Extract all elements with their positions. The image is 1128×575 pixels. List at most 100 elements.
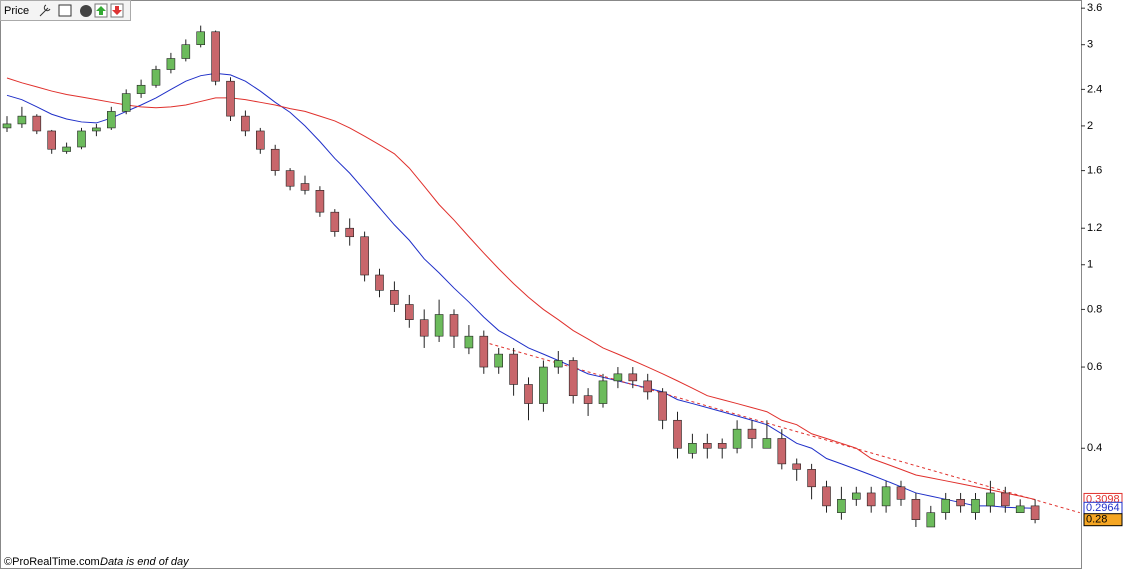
candle-body [32, 115, 42, 132]
candle [77, 127, 86, 150]
candle-body [181, 44, 191, 59]
moving-average [6, 77, 1036, 500]
candle-body [2, 123, 12, 129]
candle [881, 480, 891, 513]
candle-body [1000, 492, 1010, 507]
candle [747, 420, 757, 449]
candle-body [345, 227, 355, 238]
candle-body [688, 443, 697, 454]
candle [1030, 499, 1040, 524]
candle-body [896, 486, 906, 500]
y-tick-label: 3 [1087, 39, 1093, 51]
candle-body [270, 148, 280, 171]
candle [911, 492, 921, 527]
candle-body [449, 314, 459, 337]
candle [926, 505, 936, 528]
candle [136, 79, 146, 98]
candle [449, 309, 459, 348]
window-icon[interactable] [58, 4, 72, 17]
candle-body [911, 499, 921, 520]
y-tick-label: 0.8 [1087, 303, 1102, 315]
candle-body [360, 236, 369, 276]
candle [717, 438, 727, 459]
candle-body [47, 130, 57, 150]
candle-body [166, 58, 176, 70]
toolbar: Price [0, 0, 131, 21]
candle [673, 411, 682, 459]
candle [92, 123, 101, 137]
candle [2, 116, 12, 133]
candle-body [1015, 505, 1025, 513]
candle [986, 480, 995, 513]
candle-body [717, 443, 727, 449]
candle [17, 106, 27, 128]
candle-body [464, 335, 474, 349]
candle-body [315, 190, 325, 213]
candle-body [390, 290, 399, 305]
candle-body [568, 360, 578, 397]
candle-body [837, 499, 846, 513]
candle [568, 357, 578, 404]
candle [62, 142, 71, 154]
candle [166, 52, 176, 74]
candle [956, 492, 965, 513]
candle-body [479, 335, 489, 368]
candle-body [330, 211, 340, 232]
candle [837, 486, 846, 520]
candle [524, 377, 533, 421]
candle-body [285, 170, 295, 187]
close-icon[interactable] [80, 5, 92, 17]
candle-body [792, 463, 802, 470]
y-tick-label: 2 [1087, 120, 1093, 132]
candle-body [807, 469, 816, 488]
candle [360, 231, 369, 282]
candle-body [613, 373, 623, 382]
trend-line [483, 341, 1080, 514]
candle [255, 127, 265, 154]
settings-icon[interactable] [39, 4, 51, 17]
candle [419, 309, 429, 348]
candle [628, 367, 638, 389]
candle [792, 458, 802, 481]
candle [315, 186, 325, 217]
candle-body [211, 31, 220, 82]
chart-title: Price [4, 5, 29, 17]
candle [896, 480, 906, 506]
candle [866, 486, 876, 513]
candle-body [17, 115, 27, 125]
candle [464, 325, 474, 355]
y-tick-label: 3.6 [1087, 2, 1102, 14]
candle [643, 373, 653, 400]
candle-body [419, 319, 429, 337]
candle-body [598, 380, 608, 404]
candle [330, 209, 340, 237]
candle-body [404, 304, 414, 321]
down-arrow [112, 6, 122, 15]
candle [404, 294, 414, 328]
candle-body [971, 499, 980, 513]
candle [598, 373, 608, 408]
candle [300, 175, 310, 195]
candle [241, 110, 250, 137]
candle-body [92, 127, 101, 132]
candle-body [658, 391, 667, 421]
candle [32, 114, 42, 135]
candle-body [747, 428, 757, 439]
candle-body [926, 512, 936, 528]
candle [762, 420, 772, 449]
candle [732, 420, 742, 454]
candle-body [196, 31, 205, 45]
candle-body [241, 115, 250, 132]
y-tick-label: 2.4 [1087, 83, 1102, 95]
candle [509, 347, 518, 396]
candle-body [643, 380, 653, 393]
price-label: 0.28 [1086, 514, 1107, 526]
candle-body [226, 80, 235, 117]
candle [107, 106, 116, 130]
candle-body [524, 384, 533, 404]
y-tick-label: 0.6 [1087, 361, 1102, 373]
candle-body [941, 499, 951, 513]
candle-body [300, 183, 310, 191]
candle [375, 268, 384, 298]
